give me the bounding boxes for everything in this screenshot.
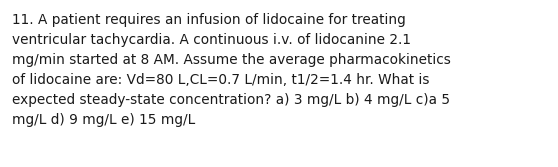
Text: 11. A patient requires an infusion of lidocaine for treating
ventricular tachyca: 11. A patient requires an infusion of li…: [12, 13, 451, 127]
